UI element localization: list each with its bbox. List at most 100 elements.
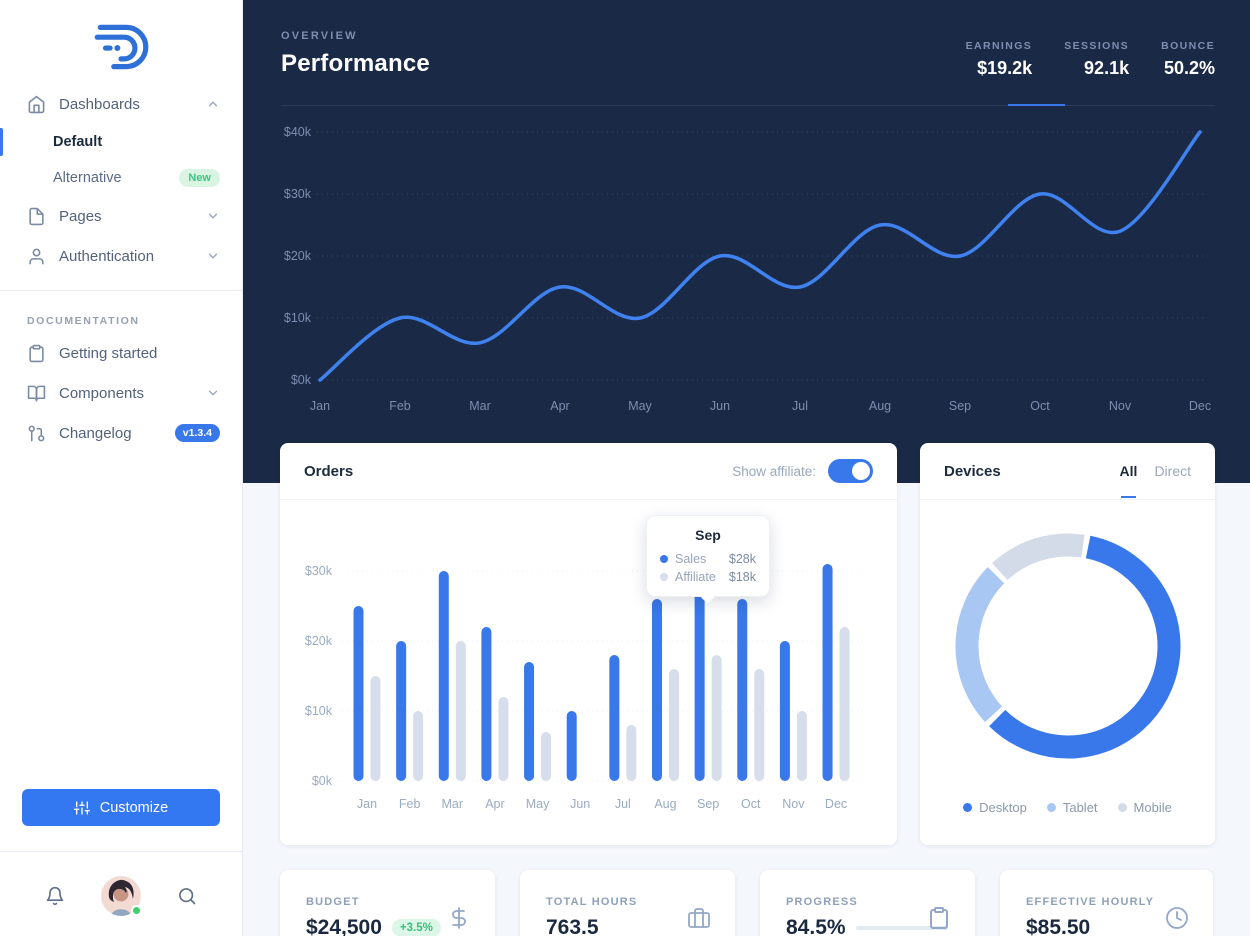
- sidebar-item-changelog[interactable]: Changelog v1.3.4: [0, 413, 242, 453]
- devices-donut-chart[interactable]: [952, 530, 1184, 762]
- legend-label: Desktop: [979, 800, 1027, 815]
- tooltip-series-value: $18k: [728, 570, 756, 584]
- clipboard-icon: [27, 344, 46, 363]
- book-open-icon: [27, 384, 46, 403]
- tab-direct[interactable]: Direct: [1154, 463, 1191, 479]
- svg-text:Dec: Dec: [1189, 399, 1211, 413]
- sidebar-item-label: Components: [59, 384, 145, 402]
- orders-bar-chart[interactable]: $0k $10k $20k $30k Jan Feb Mar Apr May Jun Jul Aug S…: [280, 500, 897, 830]
- sidebar-item-label: Pages: [59, 207, 102, 225]
- svg-text:May: May: [628, 399, 652, 413]
- svg-text:$20k: $20k: [284, 249, 312, 263]
- orders-title: Orders: [304, 462, 354, 480]
- sliders-icon: [74, 800, 90, 816]
- legend-item-desktop[interactable]: Desktop: [963, 800, 1027, 815]
- user-icon: [27, 247, 46, 266]
- clock-icon: [1165, 906, 1189, 930]
- sidebar-item-label: Changelog: [59, 424, 132, 442]
- devices-card: Devices All Direct Desktop Tablet Mobile: [920, 443, 1215, 845]
- svg-text:$30k: $30k: [284, 187, 312, 201]
- sidebar-item-alternative[interactable]: Alternative New: [0, 160, 242, 196]
- chart-tooltip: Sep Sales $28k Affiliate $18k: [646, 515, 770, 605]
- sidebar-item-getting-started[interactable]: Getting started: [0, 333, 242, 373]
- new-badge: New: [179, 169, 220, 187]
- clipboard-icon: [927, 906, 951, 930]
- legend-label: Mobile: [1133, 800, 1172, 815]
- svg-text:Jul: Jul: [792, 399, 808, 413]
- svg-text:$10k: $10k: [284, 311, 312, 325]
- sidebar-item-label: Getting started: [59, 344, 158, 362]
- budget-value: $24,500: [306, 916, 382, 936]
- svg-text:$20k: $20k: [305, 634, 333, 648]
- tooltip-month: Sep: [695, 527, 721, 543]
- progress-card: PROGRESS 84.5%: [760, 870, 975, 936]
- svg-text:Mar: Mar: [442, 797, 464, 811]
- online-status-dot: [131, 904, 142, 916]
- customize-label: Customize: [99, 799, 169, 816]
- sidebar-item-authentication[interactable]: Authentication: [0, 236, 242, 276]
- legend-label: Tablet: [1062, 800, 1098, 815]
- active-stat-indicator: [1008, 104, 1065, 106]
- svg-text:Jan: Jan: [310, 399, 330, 413]
- sidebar-item-pages[interactable]: Pages: [0, 196, 242, 236]
- chevron-down-icon: [206, 386, 220, 400]
- svg-text:$40k: $40k: [284, 125, 312, 139]
- svg-text:Oct: Oct: [741, 797, 761, 811]
- sidebar-item-components[interactable]: Components: [0, 373, 242, 413]
- logo-icon: [94, 24, 149, 70]
- customize-button[interactable]: Customize: [22, 789, 220, 826]
- legend-item-mobile[interactable]: Mobile: [1117, 800, 1172, 815]
- svg-text:Jun: Jun: [570, 797, 590, 811]
- performance-header: OVERVIEW Performance EARNINGS $19.2k SES…: [243, 0, 1250, 483]
- search-icon[interactable]: [177, 886, 197, 906]
- svg-text:Jul: Jul: [615, 797, 631, 811]
- sidebar-divider: [0, 290, 242, 291]
- chevron-down-icon: [206, 249, 220, 263]
- avatar[interactable]: [101, 875, 142, 916]
- sales-dot: [660, 555, 668, 563]
- overview-eyebrow: OVERVIEW: [281, 30, 358, 42]
- legend-item-tablet[interactable]: Tablet: [1046, 800, 1098, 815]
- affiliate-dot: [660, 573, 668, 581]
- sidebar-item-default[interactable]: Default: [0, 124, 242, 160]
- sidebar-section-label: DOCUMENTATION: [27, 315, 140, 327]
- stat-bounce[interactable]: BOUNCE 50.2%: [1161, 40, 1215, 78]
- show-affiliate-label: Show affiliate:: [732, 463, 816, 479]
- sidebar-footer-divider: [0, 851, 242, 852]
- toggle-knob: [852, 462, 870, 480]
- svg-text:Oct: Oct: [1030, 399, 1050, 413]
- performance-line-chart[interactable]: $0k $10k $20k $30k $40k Jan Feb Mar Apr May Jun Jul…: [243, 115, 1250, 430]
- budget-card: BUDGET $24,500 +3.5%: [280, 870, 495, 936]
- briefcase-icon: [687, 906, 711, 930]
- dollar-icon: [447, 906, 471, 930]
- svg-text:Dec: Dec: [825, 797, 847, 811]
- svg-text:Sep: Sep: [697, 797, 719, 811]
- sidebar-item-label: Authentication: [59, 247, 155, 265]
- svg-text:Nov: Nov: [1109, 399, 1132, 413]
- chevron-down-icon: [206, 209, 220, 223]
- stat-earnings[interactable]: EARNINGS $19.2k: [965, 40, 1033, 78]
- avatar-image: [101, 875, 141, 916]
- tooltip-series-value: $28k: [728, 552, 756, 566]
- tooltip-series-name: Affiliate: [675, 570, 716, 584]
- effective-hourly-value: $85.50: [1026, 916, 1091, 936]
- app-logo[interactable]: [0, 0, 242, 84]
- stat-sessions[interactable]: SESSIONS 92.1k: [1064, 40, 1130, 78]
- legend-dot: [1046, 803, 1056, 812]
- total-hours-value: 763.5: [546, 916, 599, 936]
- bell-icon[interactable]: [45, 886, 65, 906]
- effective-hourly-card: EFFECTIVE HOURLY $85.50: [1000, 870, 1213, 936]
- page-title: Performance: [281, 50, 430, 77]
- tab-all[interactable]: All: [1119, 463, 1138, 498]
- devices-title: Devices: [944, 462, 1001, 480]
- sidebar: Dashboards Default Alternative New Pages…: [0, 0, 243, 936]
- git-branch-icon: [27, 424, 46, 443]
- svg-text:Aug: Aug: [654, 797, 676, 811]
- sidebar-item-dashboards[interactable]: Dashboards: [0, 84, 242, 124]
- show-affiliate-toggle[interactable]: [828, 459, 873, 483]
- svg-text:$10k: $10k: [305, 704, 333, 718]
- devices-legend: Desktop Tablet Mobile: [920, 800, 1215, 815]
- home-icon: [27, 95, 46, 114]
- svg-text:Nov: Nov: [782, 797, 805, 811]
